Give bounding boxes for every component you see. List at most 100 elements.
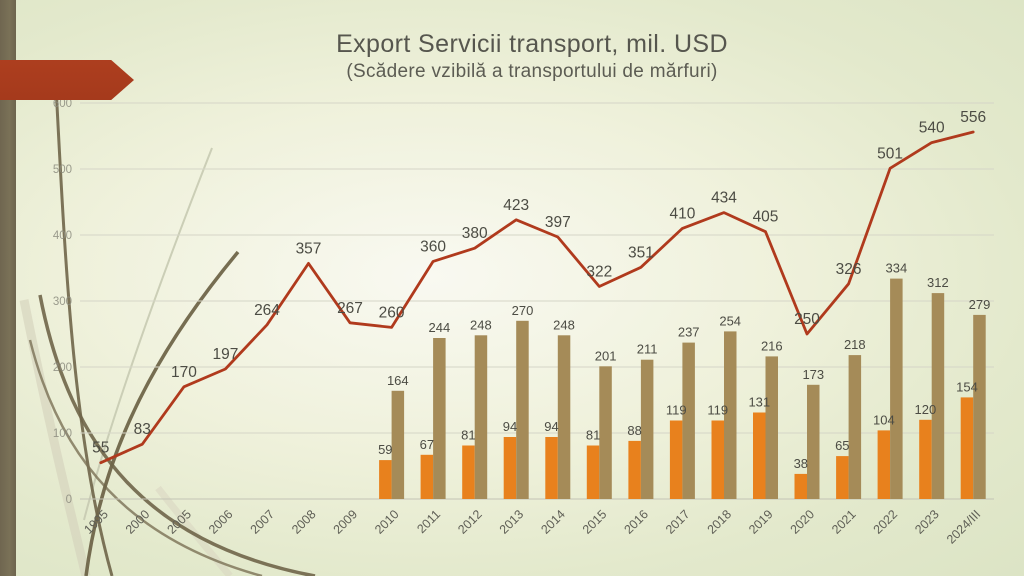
- x-axis-label: 2013: [497, 507, 527, 537]
- x-axis-label: 2019: [746, 507, 776, 537]
- x-axis-label: 2014: [538, 507, 568, 537]
- line-value-label: 556: [960, 109, 986, 126]
- line-value-label: 326: [836, 261, 862, 278]
- orange-bars-bar: [545, 437, 558, 499]
- bar-value-label: 81: [586, 428, 600, 443]
- bar-value-label: 312: [927, 275, 949, 290]
- bar-value-label: 211: [637, 342, 658, 357]
- x-axis-label: 1995: [81, 507, 111, 537]
- tan-bars-bar: [931, 293, 945, 499]
- title-block: Export Servicii transport, mil. USD (Scă…: [60, 30, 1004, 83]
- bar-value-label: 248: [553, 317, 575, 332]
- orange-bars-bar: [462, 445, 475, 499]
- bar-value-label: 154: [956, 379, 978, 394]
- line-value-label: 322: [586, 264, 612, 281]
- orange-bars-bar: [960, 397, 974, 499]
- x-axis-label: 2023: [912, 507, 942, 537]
- bar-value-label: 201: [595, 348, 617, 363]
- orange-bars-bar: [379, 460, 392, 499]
- bar-value-label: 164: [387, 373, 409, 388]
- orange-bars-bar: [669, 420, 683, 499]
- line-value-label: 380: [462, 225, 488, 242]
- line-value-label: 55: [92, 440, 109, 457]
- line-value-label: 410: [669, 205, 695, 222]
- bar-value-label: 94: [503, 419, 517, 434]
- y-tick-label: 0: [66, 494, 72, 506]
- line-value-label: 405: [753, 209, 779, 226]
- y-tick-label: 300: [53, 296, 72, 308]
- bar-value-label: 279: [969, 297, 991, 312]
- bar-value-label: 67: [420, 437, 434, 452]
- x-axis-label: 2005: [164, 507, 194, 537]
- bar-value-label: 334: [886, 261, 908, 276]
- tan-bars-bar: [516, 320, 529, 499]
- x-axis-label: 2024/III: [944, 507, 983, 546]
- line-value-label: 264: [254, 302, 280, 319]
- bar-value-label: 244: [429, 320, 451, 335]
- tan-bars-bar: [682, 342, 695, 499]
- bar-value-label: 94: [544, 419, 558, 434]
- x-axis-label: 2008: [289, 507, 319, 537]
- orange-bars-bar: [711, 420, 724, 499]
- left-edge-stripe: [0, 0, 16, 576]
- line-value-label: 397: [545, 214, 571, 231]
- orange-bars-bar: [877, 430, 891, 499]
- tan-bars-bar: [474, 335, 488, 499]
- tan-bars-bar: [640, 359, 654, 499]
- tan-bars-bar: [433, 338, 446, 499]
- bar-value-label: 120: [915, 402, 937, 417]
- tan-bars-bar: [890, 278, 903, 499]
- bar-value-label: 59: [378, 442, 392, 457]
- line-value-label: 351: [628, 244, 654, 261]
- tan-bars-bar: [599, 366, 612, 499]
- orange-bars-bar: [919, 419, 932, 499]
- y-tick-label: 400: [53, 230, 72, 242]
- bar-value-label: 270: [512, 303, 534, 318]
- line-value-label: 83: [134, 421, 151, 438]
- x-axis-label: 2018: [705, 507, 735, 537]
- x-axis-label: 2022: [871, 507, 901, 537]
- x-axis-label: 2015: [580, 507, 610, 537]
- bar-value-label: 237: [678, 325, 700, 340]
- line-value-label: 260: [379, 304, 405, 321]
- bar-value-label: 104: [873, 412, 895, 427]
- line-value-label: 170: [171, 364, 197, 381]
- tan-bars-bar: [765, 356, 778, 499]
- y-tick-label: 500: [53, 164, 72, 176]
- x-axis-label: 2007: [248, 507, 278, 537]
- tan-bars-bar: [807, 384, 820, 499]
- y-tick-label: 100: [53, 428, 72, 440]
- tan-bars-bar: [973, 314, 986, 499]
- line-value-label: 360: [420, 238, 446, 255]
- bar-value-label: 173: [802, 367, 824, 382]
- orange-bars-bar: [420, 454, 434, 499]
- line-value-label: 501: [877, 145, 903, 162]
- bar-value-label: 216: [761, 338, 783, 353]
- bar-value-label: 248: [470, 317, 492, 332]
- y-tick-label: 200: [53, 362, 72, 374]
- x-axis-label: 2011: [414, 507, 443, 536]
- x-axis-label: 2012: [455, 507, 485, 537]
- tan-bars-bar: [724, 331, 737, 499]
- trend-line: [99, 130, 975, 465]
- x-axis-label: 2000: [123, 507, 153, 537]
- line-value-label: 197: [212, 346, 238, 363]
- bar-value-label: 81: [461, 428, 475, 443]
- x-axis-label: 2006: [206, 507, 236, 537]
- orange-bars-bar: [794, 473, 807, 499]
- orange-bars-bar: [836, 456, 849, 499]
- x-axis-label: 2021: [829, 507, 859, 537]
- orange-bars-bar: [586, 445, 600, 499]
- chart-title: Export Servicii transport, mil. USD: [336, 30, 728, 58]
- bar-value-label: 119: [707, 403, 728, 418]
- orange-bars-bar: [628, 440, 641, 499]
- x-axis-label: 2010: [372, 507, 402, 537]
- bar-value-label: 254: [719, 313, 741, 328]
- line-value-label: 434: [711, 190, 737, 207]
- line-value-label: 250: [794, 311, 820, 328]
- tan-bars-bar: [391, 390, 405, 499]
- line-value-label: 423: [503, 197, 529, 214]
- bar-value-label: 88: [627, 423, 641, 438]
- red-arrow-banner: [0, 60, 134, 100]
